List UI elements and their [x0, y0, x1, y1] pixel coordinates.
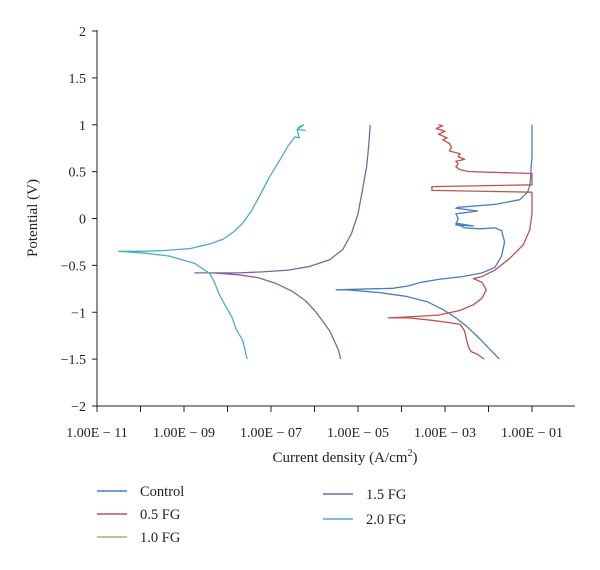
- y-tick-label: 0.5: [69, 166, 87, 181]
- series-line-1-5-fg: [194, 124, 371, 360]
- legend: Control 0.5 FG 1.0 FG 1.5 FG 2.0 FG: [97, 484, 407, 546]
- x-tick-label: 1.00E − 09: [153, 426, 215, 441]
- x-ticks: 1.00E − 11 1.00E − 09 1.00E − 07 1.00E − 05…: [66, 406, 563, 441]
- x-axis-title: Current density (A/cm2): [273, 448, 418, 466]
- x-tick-label: 1.00E − 07: [240, 426, 302, 441]
- axes: [96, 30, 575, 408]
- y-tick-label: 0: [79, 213, 86, 228]
- series-line-2-0-fg: [118, 124, 306, 360]
- x-tick-label: 1.00E − 11: [66, 426, 127, 441]
- x-tick-label: 1.00E − 05: [327, 426, 389, 441]
- y-tick-label: 2: [79, 25, 86, 40]
- y-axis-title: Potential (V): [25, 179, 41, 257]
- series-layer: [118, 124, 533, 360]
- legend-label-1-5-fg: 1.5 FG: [366, 487, 407, 503]
- x-tick-label: 1.00E − 03: [414, 426, 476, 441]
- x-axis-title-end: ): [412, 450, 417, 466]
- x-tick-label: 1.00E − 01: [501, 426, 563, 441]
- legend-label-control: Control: [140, 484, 184, 500]
- y-tick-label: −2: [71, 400, 86, 415]
- y-tick-label: 1.5: [69, 72, 87, 87]
- legend-label-2-0-fg: 2.0 FG: [366, 512, 407, 528]
- y-tick-label: −1: [71, 306, 86, 321]
- y-tick-label: −0.5: [61, 259, 86, 274]
- legend-label-0-5-fg: 0.5 FG: [140, 507, 181, 523]
- legend-label-1-0-fg: 1.0 FG: [140, 530, 181, 546]
- y-tick-label: 1: [79, 119, 86, 134]
- y-tick-label: −1.5: [61, 353, 86, 368]
- series-line-0-5-fg: [387, 124, 533, 360]
- x-axis-title-sup: 2: [407, 448, 412, 459]
- series-line-control: [335, 124, 533, 360]
- x-axis-title-main: Current density (A/cm: [273, 450, 408, 466]
- y-ticks: −2 −1.5 −1 −0.5 0 0.5 1 1.5 2: [61, 25, 97, 415]
